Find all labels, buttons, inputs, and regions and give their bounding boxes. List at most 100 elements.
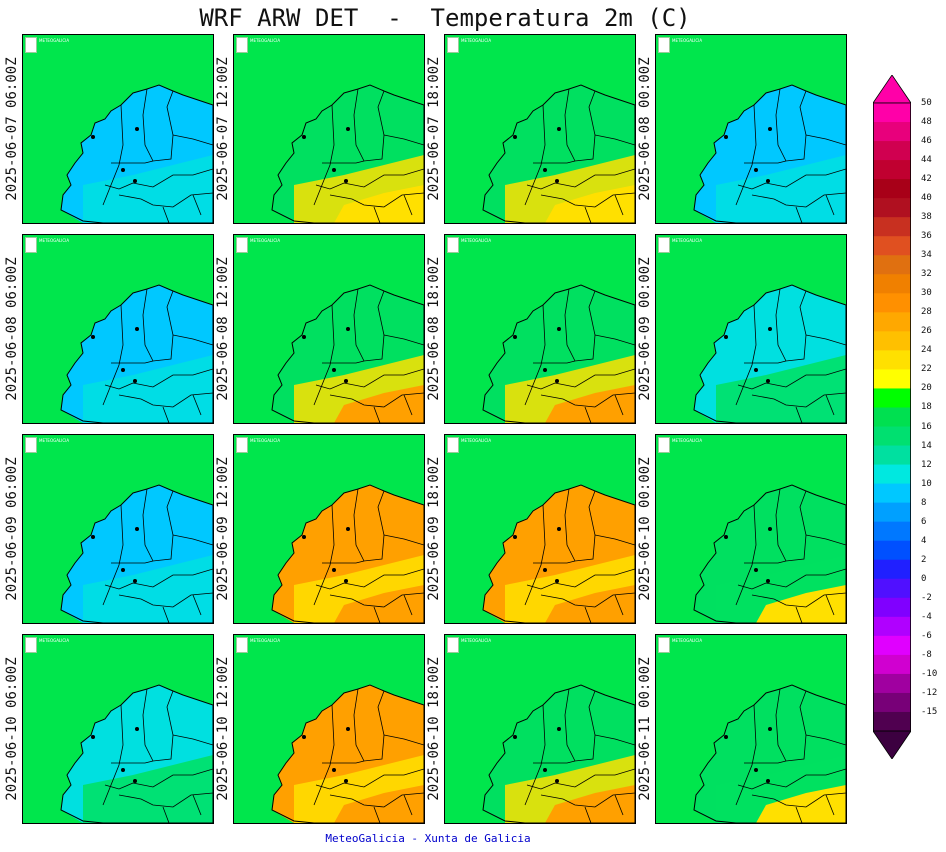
colorbar-tick-label: 24 [921, 345, 932, 356]
city-marker [346, 527, 350, 531]
city-marker [557, 327, 561, 331]
panel-time-label: 2025-06-07 06:00Z [4, 57, 20, 201]
meteogalicia-logo-icon [658, 437, 670, 453]
colorbar-tick-label: -8 [921, 649, 932, 660]
city-marker [766, 779, 770, 783]
map-panel: METEOGALICIA [655, 634, 847, 824]
colorbar-bin [873, 426, 911, 447]
city-marker [302, 335, 306, 339]
logo-text: METEOGALICIA [461, 38, 492, 43]
city-marker [346, 327, 350, 331]
map-panel: METEOGALICIA [444, 634, 636, 824]
map-panel: METEOGALICIA [233, 434, 425, 624]
city-marker [557, 727, 561, 731]
city-marker [555, 779, 559, 783]
colorbar-bin [873, 141, 911, 161]
city-marker [555, 379, 559, 383]
colorbar-bin [873, 179, 911, 199]
meteogalicia-logo-icon [236, 37, 248, 53]
map-panel: METEOGALICIA [233, 34, 425, 224]
city-marker [302, 135, 306, 139]
city-marker [133, 379, 137, 383]
city-marker [754, 568, 758, 572]
colorbar [873, 75, 911, 759]
city-marker [91, 135, 95, 139]
city-marker [344, 379, 348, 383]
colorbar-tick-label: -10 [921, 668, 938, 679]
city-marker [768, 327, 772, 331]
city-marker [766, 179, 770, 183]
galicia-map [60, 484, 213, 623]
city-marker [121, 768, 125, 772]
meteogalicia-logo-icon [658, 37, 670, 53]
city-marker [766, 579, 770, 583]
galicia-map [271, 284, 424, 423]
city-marker [344, 779, 348, 783]
city-marker [754, 168, 758, 172]
city-marker [754, 368, 758, 372]
colorbar-tick-label: -4 [921, 611, 932, 622]
galicia-map [271, 684, 424, 823]
city-marker [555, 579, 559, 583]
city-marker [724, 735, 728, 739]
colorbar-tick-label: -12 [921, 687, 938, 698]
colorbar-bin [873, 217, 911, 237]
colorbar-bin [873, 274, 911, 294]
galicia-map [271, 84, 424, 223]
logo-text: METEOGALICIA [672, 638, 703, 643]
meteogalicia-logo-icon [25, 437, 37, 453]
meteogalicia-logo-icon [25, 637, 37, 653]
city-marker [344, 579, 348, 583]
colorbar-tick-label: 50 [921, 98, 932, 108]
galicia-map [693, 484, 846, 623]
city-marker [91, 735, 95, 739]
colorbar-tick-label: 42 [921, 174, 932, 185]
logo-text: METEOGALICIA [250, 238, 281, 243]
map-panel: METEOGALICIA [655, 434, 847, 624]
colorbar-bin [873, 122, 911, 142]
colorbar-tick-label: 8 [921, 497, 927, 508]
panel-time-label: 2025-06-07 18:00Z [426, 57, 442, 201]
city-marker [557, 127, 561, 131]
city-marker [754, 768, 758, 772]
colorbar-tick-label: 40 [921, 193, 932, 204]
map-panel: METEOGALICIA [22, 634, 214, 824]
map-panel: METEOGALICIA [655, 34, 847, 224]
meteogalicia-logo-icon [236, 437, 248, 453]
city-marker [302, 535, 306, 539]
colorbar-tick-label: 48 [921, 117, 932, 128]
colorbar-tick-label: 6 [921, 516, 927, 527]
colorbar-tick-label: 2 [921, 554, 927, 565]
city-marker [91, 335, 95, 339]
city-marker [121, 568, 125, 572]
panel-time-label: 2025-06-08 18:00Z [426, 257, 442, 401]
panel-time-label: 2025-06-10 12:00Z [215, 657, 231, 801]
city-marker [332, 568, 336, 572]
logo-text: METEOGALICIA [250, 438, 281, 443]
panel-time-label: 2025-06-08 06:00Z [4, 257, 20, 401]
map-panel: METEOGALICIA [233, 234, 425, 424]
city-marker [513, 135, 517, 139]
meteogalicia-logo-icon [658, 637, 670, 653]
logo-text: METEOGALICIA [461, 638, 492, 643]
logo-text: METEOGALICIA [39, 38, 70, 43]
logo-text: METEOGALICIA [672, 238, 703, 243]
colorbar-bin [873, 711, 911, 732]
city-marker [543, 768, 547, 772]
city-marker [557, 527, 561, 531]
colorbar-tick-label: 46 [921, 136, 932, 147]
city-marker [133, 579, 137, 583]
colorbar-tick-label: 26 [921, 326, 932, 337]
galicia-map [271, 484, 424, 623]
colorbar-tick-label: 36 [921, 231, 932, 242]
colorbar-bin [873, 350, 911, 370]
colorbar-bin [873, 236, 911, 256]
galicia-map [693, 684, 846, 823]
city-marker [555, 179, 559, 183]
colorbar-bin [873, 388, 911, 408]
colorbar-tick-label: 14 [921, 440, 932, 451]
colorbar-tick-label: 28 [921, 307, 932, 318]
panel-time-label: 2025-06-09 00:00Z [637, 257, 653, 401]
logo-text: METEOGALICIA [39, 638, 70, 643]
colorbar-tick-label: 18 [921, 402, 932, 413]
